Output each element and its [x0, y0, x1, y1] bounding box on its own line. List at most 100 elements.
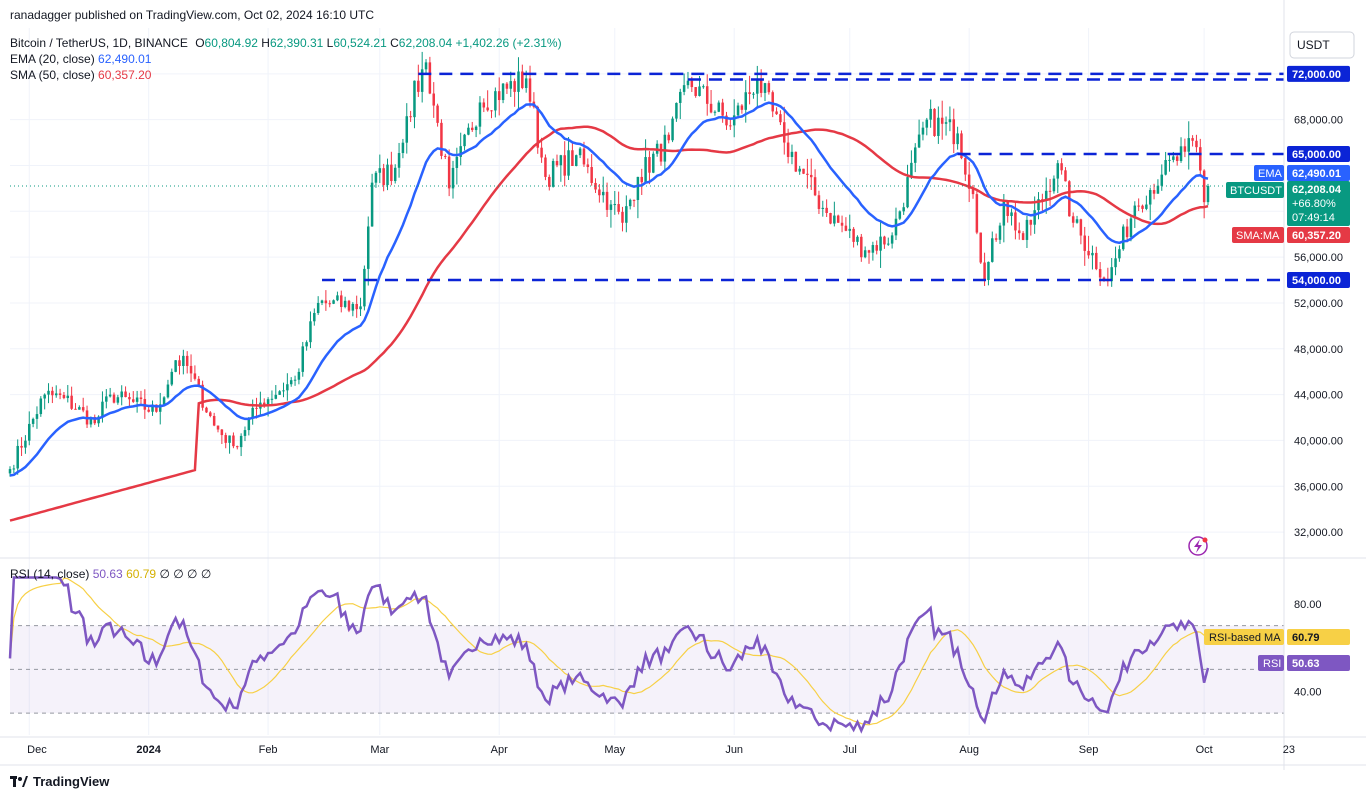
candle-body: [132, 399, 135, 402]
candle-body: [289, 380, 293, 385]
candle-body: [316, 302, 320, 313]
publisher-line: ranadagger published on TradingView.com,…: [10, 8, 375, 22]
candle-body: [598, 189, 601, 196]
candle: [28, 411, 31, 446]
candle-body: [135, 397, 139, 402]
candle-body: [1148, 190, 1152, 205]
candle: [517, 57, 520, 109]
candle-body: [497, 91, 501, 101]
candle-body: [729, 125, 732, 127]
candle-body: [524, 78, 528, 88]
candle: [1025, 215, 1029, 249]
candle-body: [860, 236, 863, 258]
candle-body: [447, 156, 451, 189]
candle-body: [682, 85, 686, 92]
candle: [1037, 192, 1040, 220]
candle: [459, 132, 462, 166]
candle-body: [209, 412, 212, 417]
candle-body: [286, 384, 289, 391]
candle-body: [20, 445, 23, 448]
candle-body: [278, 391, 281, 395]
candle: [752, 92, 755, 99]
price-tick: 36,000.00: [1294, 481, 1343, 493]
candle: [174, 360, 177, 373]
candle-body: [921, 127, 925, 135]
candle: [790, 144, 794, 165]
candle-body: [702, 86, 705, 88]
candle-body: [1125, 226, 1129, 238]
candle: [910, 150, 913, 180]
candle-body: [806, 173, 809, 175]
candle: [43, 393, 46, 410]
candle: [575, 154, 578, 167]
candle: [1168, 154, 1171, 172]
symbol-legend[interactable]: Bitcoin / TetherUS, 1D, BINANCE O60,804.…: [10, 36, 562, 50]
currency-button[interactable]: [1289, 31, 1355, 59]
candle: [497, 77, 501, 116]
candle: [343, 296, 347, 309]
candle-body: [1087, 250, 1090, 256]
candle-body: [944, 122, 948, 124]
candle-body: [617, 204, 620, 212]
candle: [347, 299, 351, 313]
candle-body: [424, 62, 428, 70]
candle-body: [933, 108, 936, 136]
candle-body: [16, 445, 19, 469]
candle: [232, 432, 235, 449]
candle-body: [251, 407, 254, 419]
rsi-tick: 80.00: [1294, 599, 1322, 611]
candle-body: [679, 91, 682, 103]
candle-body: [8, 469, 12, 474]
candle: [605, 182, 609, 217]
candle-body: [783, 122, 786, 143]
candle: [975, 191, 979, 235]
candle-body: [690, 80, 694, 88]
ema-legend[interactable]: EMA (20, close) 62,490.01: [10, 52, 152, 66]
sma-legend[interactable]: SMA (50, close) 60,357.20: [10, 68, 152, 82]
candle-body: [605, 191, 609, 210]
price-tick: 32,000.00: [1294, 527, 1343, 539]
candle: [467, 123, 470, 136]
candle-body: [1075, 219, 1079, 223]
candle: [555, 154, 559, 168]
candle-body: [474, 126, 478, 131]
candle-body: [47, 390, 50, 395]
candle: [1056, 160, 1060, 194]
candle-body: [459, 146, 462, 157]
candle-body: [297, 371, 301, 380]
candle: [1187, 121, 1190, 170]
last-price-tag-bg: [1287, 181, 1350, 226]
candle-body: [1137, 205, 1140, 207]
candle: [397, 142, 401, 178]
candle-body: [147, 409, 150, 412]
candle-body: [1172, 156, 1175, 160]
candle-body: [571, 150, 574, 166]
lightning-alert-icon[interactable]: [1188, 536, 1208, 556]
candle: [328, 300, 331, 308]
candle: [162, 396, 166, 405]
candle-body: [1029, 219, 1033, 225]
candle-body: [663, 134, 667, 162]
currency-label: USDT: [1297, 38, 1330, 52]
tradingview-logo-icon: [10, 775, 28, 787]
candle: [428, 56, 432, 95]
candle-body: [324, 300, 328, 304]
candle: [848, 214, 852, 239]
lightning-alert-icon-bolt: [1194, 539, 1202, 553]
candle: [1179, 137, 1183, 163]
candle: [640, 168, 643, 196]
candle-body: [220, 429, 224, 436]
tradingview-logo[interactable]: TradingView: [10, 774, 109, 789]
candle-body: [1191, 138, 1194, 141]
candle: [632, 199, 636, 208]
candle: [494, 87, 497, 118]
candle-body: [948, 119, 952, 123]
candle: [1125, 218, 1129, 243]
candle: [289, 377, 293, 387]
candle-body: [478, 102, 482, 127]
candle-body: [848, 228, 852, 231]
candle: [135, 390, 139, 413]
candle-body: [305, 342, 308, 347]
rsi-legend[interactable]: RSI (14, close) 50.63 60.79 ∅ ∅ ∅ ∅: [10, 567, 212, 581]
